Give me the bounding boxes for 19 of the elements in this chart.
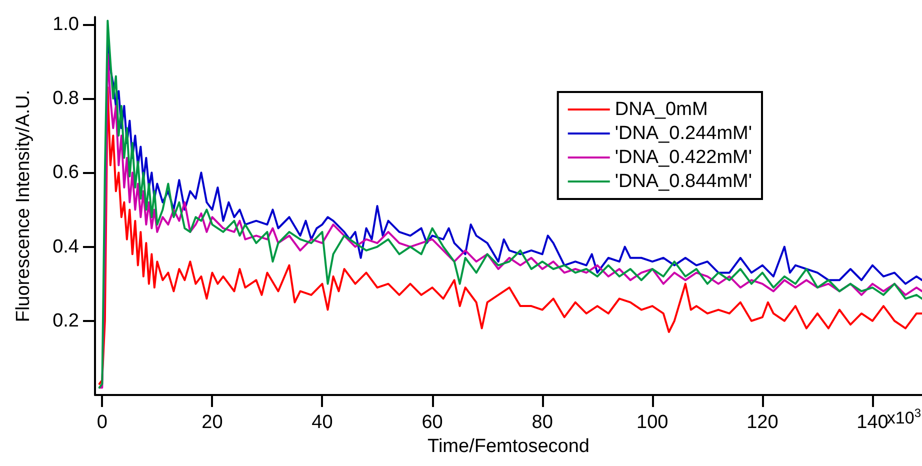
x-tick-label: 20: [202, 412, 223, 433]
legend-label: 'DNA_0.244mM': [614, 123, 752, 144]
y-tick-label: 0.6: [52, 162, 79, 184]
y-tick-label: 0.2: [52, 310, 79, 332]
y-tick-label: 0.8: [52, 88, 79, 110]
legend-label: 'DNA_0.422mM': [614, 147, 752, 168]
x-axis-title: Time/Femtosecond: [428, 436, 590, 457]
y-tick-label: 1.0: [52, 14, 79, 35]
x-tick-label: 120: [746, 412, 778, 433]
x-tick-label: 100: [636, 412, 668, 433]
x-tick-label: 0: [96, 412, 108, 433]
y-tick-label: 0.4: [52, 236, 80, 258]
legend-label: 'DNA_0.844mM': [614, 171, 752, 192]
x-tick-label: 40: [312, 412, 333, 433]
x-tick-label: 80: [532, 412, 553, 433]
y-axis-title: Fluorescence Intensity/A.U.: [13, 90, 34, 322]
x-tick-label: 140: [856, 412, 888, 433]
x-tick-label: 60: [422, 412, 443, 433]
legend-label: DNA_0mM: [614, 99, 708, 120]
